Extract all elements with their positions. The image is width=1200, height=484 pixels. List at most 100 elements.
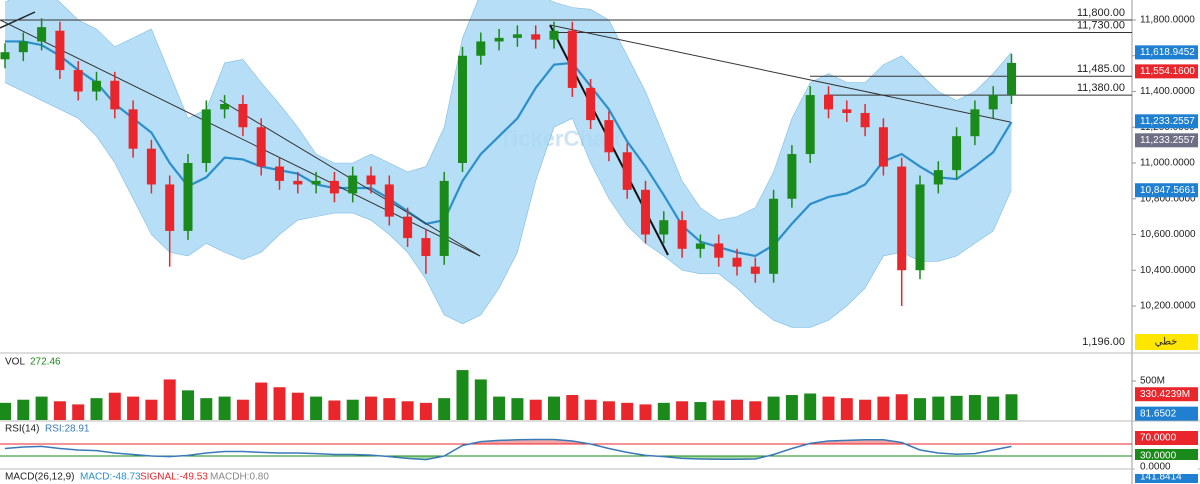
candle-body bbox=[805, 95, 815, 155]
volume-bar bbox=[676, 401, 689, 420]
volume-bar bbox=[255, 382, 268, 420]
price-tag-label: 11,233.2557 bbox=[1140, 135, 1195, 146]
price-tag-label: 11,233.2557 bbox=[1140, 116, 1195, 127]
candle-body bbox=[714, 243, 724, 258]
volume-bar bbox=[474, 379, 487, 420]
volume-bar bbox=[840, 398, 853, 420]
volume-bar bbox=[401, 401, 414, 420]
price-tag bbox=[1135, 431, 1198, 445]
candle-body bbox=[1007, 62, 1016, 96]
volume-bar bbox=[273, 387, 286, 420]
candle-body bbox=[933, 170, 943, 185]
volume-bar bbox=[694, 402, 707, 420]
candle-body bbox=[311, 180, 321, 185]
volume-bar bbox=[602, 401, 615, 420]
candle-body bbox=[988, 95, 998, 110]
candle-body bbox=[73, 70, 83, 92]
candle-body bbox=[18, 41, 28, 53]
y-tick-label: 11,000.0000 bbox=[1140, 158, 1195, 169]
bottom-label: 1,196.00 bbox=[1082, 336, 1125, 348]
candle-body bbox=[897, 166, 907, 271]
volume-bar bbox=[895, 394, 908, 420]
candle-body bbox=[329, 180, 339, 194]
volume-bar bbox=[346, 399, 359, 420]
candle-body bbox=[439, 180, 449, 256]
style-button[interactable] bbox=[1135, 334, 1198, 350]
candle-body bbox=[92, 80, 101, 92]
volume-bar bbox=[932, 396, 945, 420]
volume-last: 272.46 bbox=[30, 357, 61, 368]
candle-body bbox=[220, 104, 230, 110]
y-tick-label: 10,600.0000 bbox=[1140, 229, 1196, 240]
candle-body bbox=[952, 136, 962, 171]
candle-body bbox=[915, 184, 925, 271]
volume-tick-label: 500M bbox=[1140, 376, 1165, 387]
rsi-last: RSI:28.91 bbox=[45, 424, 90, 435]
volume-bar bbox=[877, 396, 890, 420]
candle-body bbox=[201, 109, 211, 163]
y-tick-label: 10,200.0000 bbox=[1140, 301, 1196, 312]
volume-bar bbox=[108, 392, 121, 420]
price-tag bbox=[1135, 45, 1198, 60]
macd-signal: SIGNAL:-49.53 bbox=[140, 472, 208, 483]
price-tag-label: 30.0000 bbox=[1140, 451, 1177, 462]
macd-title: MACD(26,12,9) bbox=[5, 472, 74, 483]
volume-bar bbox=[365, 396, 377, 420]
candle-body bbox=[622, 152, 632, 190]
rsi-overbought-fill bbox=[5, 439, 1012, 444]
candle-body bbox=[165, 184, 175, 231]
volume-title: VOL bbox=[5, 357, 25, 368]
volume-bar bbox=[90, 398, 103, 420]
candle-body bbox=[842, 109, 852, 113]
volume-bar bbox=[639, 404, 652, 420]
volume-bar bbox=[72, 404, 85, 420]
candle-body bbox=[403, 216, 413, 239]
price-tag-label: 11,618.9452 bbox=[1140, 47, 1195, 58]
candle-body bbox=[824, 95, 833, 110]
y-tick-label: 11,400.0000 bbox=[1140, 86, 1195, 97]
level-label: 11,380.00 bbox=[1077, 82, 1125, 94]
candle-body bbox=[146, 148, 156, 185]
volume-bar bbox=[987, 396, 1000, 420]
macd-tag-label: 141.8414 bbox=[1140, 472, 1182, 483]
volume-bar bbox=[419, 402, 432, 420]
volume-bar bbox=[767, 396, 780, 420]
candle-body bbox=[549, 30, 559, 40]
candle-body bbox=[293, 180, 303, 185]
candle-body bbox=[677, 220, 687, 249]
candle-body bbox=[110, 80, 120, 110]
trend-line bbox=[0, 19, 481, 257]
level-label: 11,485.00 bbox=[1077, 63, 1125, 75]
volume-bar bbox=[328, 400, 341, 420]
volume-bar bbox=[182, 390, 194, 420]
volume-bar bbox=[1005, 394, 1018, 420]
price-tag bbox=[1135, 406, 1198, 421]
price-tag bbox=[1135, 64, 1198, 79]
volume-bar bbox=[859, 399, 872, 420]
candle-body bbox=[695, 243, 705, 249]
price-tag bbox=[1135, 133, 1198, 148]
price-tag bbox=[1135, 387, 1198, 402]
y-tick-label: 11,800.0000 bbox=[1140, 15, 1195, 26]
candle-body bbox=[769, 198, 779, 274]
volume-bar bbox=[53, 401, 66, 420]
candle-body bbox=[128, 109, 138, 149]
price-tag bbox=[1135, 183, 1198, 198]
y-tick-label: 10,800.0000 bbox=[1140, 193, 1196, 204]
price-tag-label: 11,554.1600 bbox=[1140, 66, 1195, 77]
bollinger-lower bbox=[4, 82, 1012, 328]
volume-bar bbox=[0, 402, 11, 420]
candle-body bbox=[0, 52, 10, 60]
volume-bar bbox=[749, 401, 762, 420]
volume-bar bbox=[822, 396, 835, 420]
price-tag-label: 81.6502 bbox=[1140, 408, 1177, 419]
candle-body bbox=[970, 109, 980, 137]
candle-body bbox=[494, 37, 504, 42]
style-button-label[interactable]: خطي bbox=[1155, 337, 1178, 348]
candle-body bbox=[348, 175, 358, 194]
price-tag bbox=[1135, 114, 1198, 129]
volume-bar bbox=[731, 399, 743, 420]
candle-body bbox=[476, 41, 486, 56]
candle-body bbox=[732, 257, 742, 267]
